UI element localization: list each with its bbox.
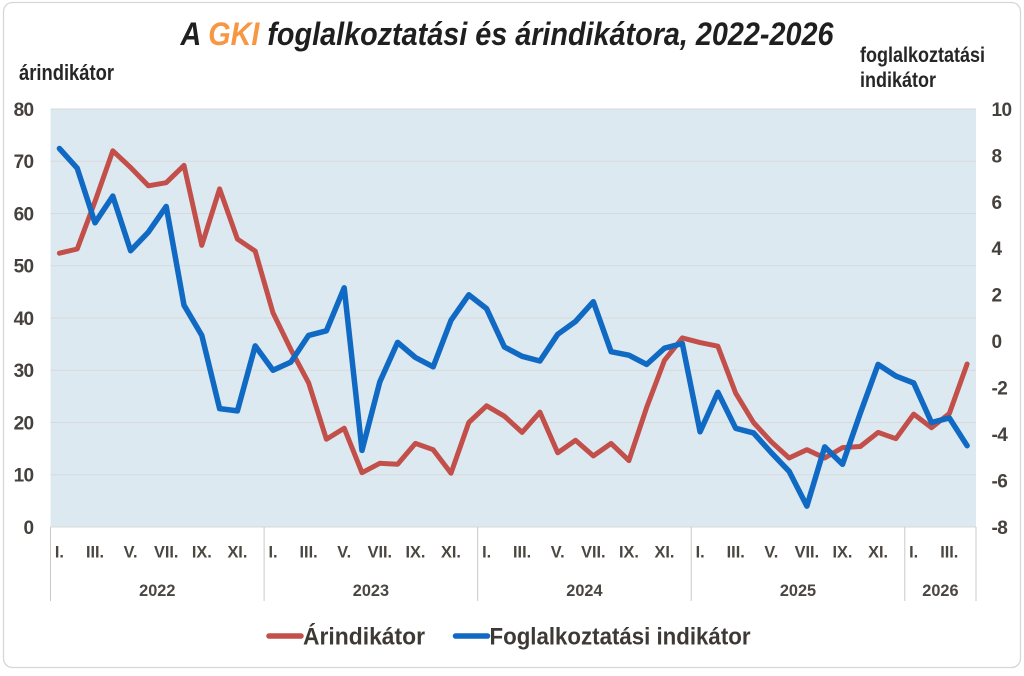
svg-text:80: 80	[14, 100, 34, 121]
svg-text:8: 8	[992, 146, 1002, 167]
svg-text:III.: III.	[300, 544, 318, 562]
svg-text:árindikátor: árindikátor	[19, 60, 114, 85]
svg-text:III.: III.	[727, 544, 745, 562]
svg-text:-4: -4	[992, 425, 1009, 446]
svg-text:indikátor: indikátor	[860, 69, 936, 92]
svg-text:40: 40	[14, 309, 34, 330]
svg-text:50: 50	[14, 257, 34, 278]
svg-text:III.: III.	[86, 544, 104, 562]
svg-text:I.: I.	[268, 544, 277, 562]
svg-text:III.: III.	[513, 544, 531, 562]
svg-text:IX.: IX.	[192, 544, 212, 562]
svg-text:2022: 2022	[139, 582, 175, 600]
svg-text:VII.: VII.	[154, 544, 178, 562]
svg-text:30: 30	[14, 361, 34, 382]
svg-text:2024: 2024	[566, 582, 602, 600]
svg-text:-8: -8	[992, 518, 1008, 539]
svg-text:VII.: VII.	[581, 544, 605, 562]
svg-text:XI.: XI.	[655, 544, 675, 562]
svg-text:0: 0	[24, 518, 34, 539]
svg-text:2026: 2026	[922, 582, 958, 600]
svg-text:III.: III.	[940, 544, 958, 562]
svg-text:I.: I.	[482, 544, 491, 562]
svg-text:A GKI foglalkoztatási és árind: A GKI foglalkoztatási és árindikátora, 2…	[180, 16, 835, 52]
svg-text:V.: V.	[337, 544, 351, 562]
svg-text:Árindikátor: Árindikátor	[303, 623, 425, 651]
svg-text:V.: V.	[764, 544, 778, 562]
svg-text:I.: I.	[909, 544, 918, 562]
svg-text:IX.: IX.	[619, 544, 639, 562]
svg-text:2025: 2025	[780, 582, 816, 600]
svg-text:-2: -2	[992, 379, 1008, 400]
svg-text:0: 0	[992, 332, 1002, 353]
svg-text:V.: V.	[551, 544, 565, 562]
svg-text:VII.: VII.	[368, 544, 392, 562]
svg-text:10: 10	[992, 100, 1012, 121]
svg-text:foglalkoztatási: foglalkoztatási	[860, 44, 985, 67]
svg-text:V.: V.	[124, 544, 138, 562]
svg-text:4: 4	[992, 239, 1003, 260]
svg-text:XI.: XI.	[227, 544, 247, 562]
svg-text:I.: I.	[696, 544, 705, 562]
svg-text:6: 6	[992, 193, 1002, 214]
svg-text:70: 70	[14, 152, 34, 173]
svg-text:20: 20	[14, 413, 34, 434]
svg-text:-6: -6	[992, 472, 1008, 493]
svg-text:VII.: VII.	[795, 544, 819, 562]
svg-text:IX.: IX.	[833, 544, 853, 562]
svg-text:XI.: XI.	[441, 544, 461, 562]
svg-text:2: 2	[992, 286, 1002, 307]
svg-text:I.: I.	[55, 544, 64, 562]
svg-text:Foglalkoztatási indikátor: Foglalkoztatási indikátor	[490, 624, 751, 651]
svg-text:XI.: XI.	[868, 544, 888, 562]
svg-text:IX.: IX.	[405, 544, 425, 562]
svg-text:10: 10	[14, 466, 34, 487]
svg-text:60: 60	[14, 204, 34, 225]
svg-text:2023: 2023	[353, 582, 389, 600]
